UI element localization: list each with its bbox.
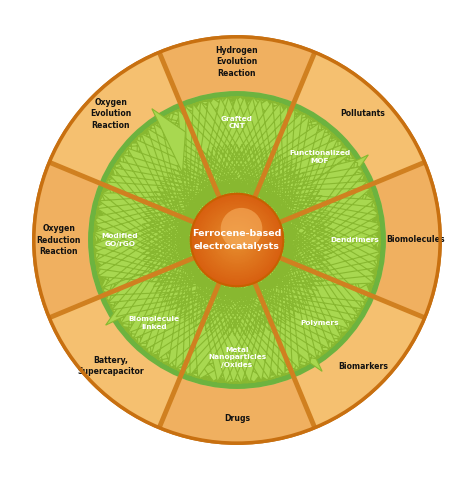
Circle shape bbox=[191, 194, 283, 286]
Polygon shape bbox=[374, 162, 440, 318]
Polygon shape bbox=[94, 96, 380, 384]
Circle shape bbox=[212, 216, 262, 264]
Polygon shape bbox=[294, 52, 425, 183]
Polygon shape bbox=[289, 307, 322, 372]
Polygon shape bbox=[304, 155, 368, 189]
Text: Ferrocene-based
electrocatalysts: Ferrocene-based electrocatalysts bbox=[192, 229, 282, 251]
Circle shape bbox=[219, 221, 255, 259]
Circle shape bbox=[203, 206, 271, 274]
Circle shape bbox=[236, 239, 238, 241]
Circle shape bbox=[217, 220, 257, 260]
Circle shape bbox=[208, 211, 266, 269]
Text: Biomolecule
linked: Biomolecule linked bbox=[128, 316, 180, 330]
Circle shape bbox=[232, 235, 242, 245]
Polygon shape bbox=[152, 108, 185, 173]
Circle shape bbox=[88, 91, 386, 389]
Circle shape bbox=[192, 195, 282, 285]
Polygon shape bbox=[294, 297, 425, 428]
Circle shape bbox=[226, 229, 248, 251]
Polygon shape bbox=[106, 291, 170, 325]
Circle shape bbox=[34, 37, 440, 443]
Circle shape bbox=[200, 203, 274, 277]
Text: Oxygen
Reduction
Reaction: Oxygen Reduction Reaction bbox=[36, 224, 81, 256]
Circle shape bbox=[206, 209, 268, 271]
Circle shape bbox=[234, 237, 240, 243]
Text: Grafted
CNT: Grafted CNT bbox=[221, 116, 253, 129]
Text: Biomolecules: Biomolecules bbox=[386, 236, 445, 244]
Circle shape bbox=[191, 194, 283, 286]
Polygon shape bbox=[49, 52, 180, 183]
Text: Battery,
Supercapacitor: Battery, Supercapacitor bbox=[78, 356, 144, 376]
Circle shape bbox=[215, 218, 259, 262]
Text: Oxygen
Evolution
Reaction: Oxygen Evolution Reaction bbox=[90, 98, 132, 130]
Circle shape bbox=[194, 197, 280, 283]
Circle shape bbox=[211, 214, 263, 266]
Polygon shape bbox=[49, 297, 180, 428]
Circle shape bbox=[205, 208, 269, 272]
Circle shape bbox=[228, 231, 246, 249]
Circle shape bbox=[231, 234, 243, 246]
Polygon shape bbox=[159, 37, 315, 102]
Circle shape bbox=[195, 198, 279, 282]
Circle shape bbox=[214, 217, 260, 263]
Circle shape bbox=[209, 212, 265, 268]
Polygon shape bbox=[94, 96, 380, 384]
Text: Biomarkers: Biomarkers bbox=[338, 361, 388, 371]
Polygon shape bbox=[159, 378, 315, 443]
Polygon shape bbox=[94, 96, 380, 384]
Circle shape bbox=[221, 208, 262, 250]
Text: Drugs: Drugs bbox=[224, 414, 250, 423]
Circle shape bbox=[223, 226, 251, 254]
Text: Hydrogen
Evolution
Reaction: Hydrogen Evolution Reaction bbox=[216, 46, 258, 78]
Text: Metal
Nanoparticles
/Oxides: Metal Nanoparticles /Oxides bbox=[208, 347, 266, 368]
Text: Polymers: Polymers bbox=[301, 320, 339, 326]
Text: Functionalized
MOF: Functionalized MOF bbox=[289, 150, 351, 164]
Text: Modified
GO/rGO: Modified GO/rGO bbox=[101, 233, 138, 247]
Circle shape bbox=[197, 200, 277, 280]
Circle shape bbox=[229, 232, 245, 248]
Circle shape bbox=[201, 204, 273, 276]
Circle shape bbox=[225, 228, 249, 252]
Polygon shape bbox=[94, 96, 380, 384]
Text: Pollutants: Pollutants bbox=[341, 109, 385, 119]
Circle shape bbox=[221, 225, 253, 255]
Text: Dendrimers: Dendrimers bbox=[330, 237, 379, 243]
Polygon shape bbox=[34, 162, 100, 318]
Circle shape bbox=[220, 223, 254, 257]
Circle shape bbox=[199, 202, 275, 278]
Circle shape bbox=[147, 150, 327, 330]
